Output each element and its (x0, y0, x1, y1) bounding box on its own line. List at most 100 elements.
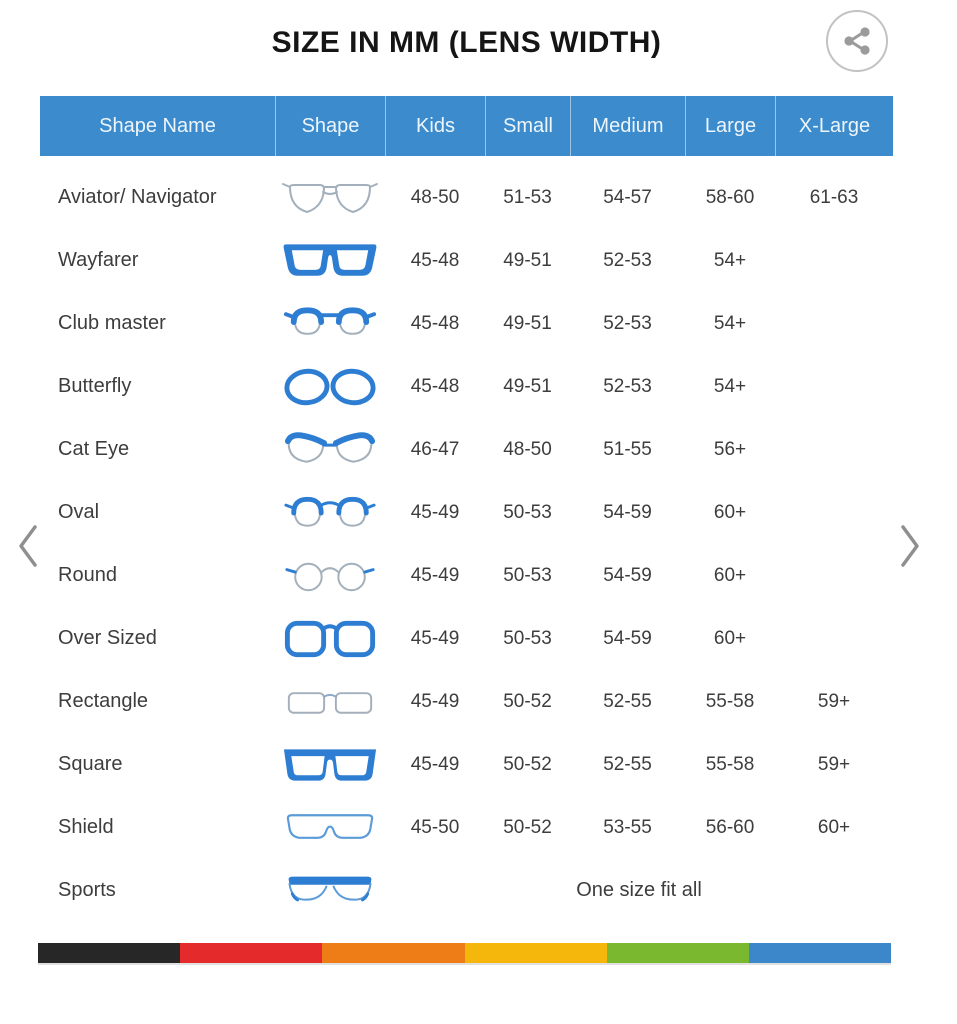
table-body: Aviator/ Navigator 48-50 51-53 54-57 58-… (40, 156, 893, 922)
oval-shape-icon (275, 489, 385, 537)
cell-kids: 45-49 (410, 501, 460, 523)
cell-xlarge: 60+ (817, 816, 851, 838)
table-row: Round 45-49 50-53 54-59 60+ (40, 544, 893, 607)
cateye-shape-icon (275, 426, 385, 474)
row-name: Club master (58, 312, 166, 334)
cell-small: 50-52 (503, 816, 552, 838)
wayfarer-shape-icon (275, 237, 385, 285)
table-row: Wayfarer 45-48 49-51 52-53 54+ (40, 229, 893, 292)
cell-medium: 52-55 (603, 690, 652, 712)
stripe-segment-red (180, 943, 323, 963)
cell-kids: 45-48 (410, 312, 460, 334)
stripe-segment-yellow (464, 943, 607, 963)
table-row: Rectangle 45-49 50-52 52-55 55-58 59+ (40, 670, 893, 733)
cell-small: 50-52 (503, 753, 552, 775)
row-name: Aviator/ Navigator (58, 186, 217, 208)
square-shape-icon (275, 741, 385, 789)
cell-large: 54+ (713, 249, 747, 271)
cell-large: 60+ (713, 627, 747, 649)
row-name: Wayfarer (58, 249, 139, 271)
butterfly-shape-icon (275, 362, 385, 412)
chevron-left-icon (15, 523, 41, 569)
column-header-large: Large (685, 96, 775, 156)
row-name: Over Sized (58, 627, 157, 649)
cell-kids: 46-47 (410, 438, 460, 460)
aviator-shape-icon (275, 174, 385, 222)
footer-color-stripe (38, 943, 892, 963)
cell-medium: 54-59 (603, 564, 652, 586)
row-name: Cat Eye (58, 438, 130, 460)
table-header: Shape Name Shape Kids Small Medium Large… (40, 96, 893, 156)
cell-medium: 54-59 (603, 501, 652, 523)
table-row: Oval 45-49 50-53 54-59 60+ (40, 481, 893, 544)
table-row: Square 45-49 50-52 52-55 55-58 59+ (40, 733, 893, 796)
cell-medium: 51-55 (603, 438, 652, 460)
cell-small: 50-52 (503, 690, 552, 712)
cell-small: 50-53 (503, 501, 552, 523)
cell-small: 50-53 (503, 564, 552, 586)
cell-kids: 48-50 (410, 186, 460, 208)
cell-small: 51-53 (503, 186, 552, 208)
cell-xlarge: 59+ (817, 690, 851, 712)
cell-kids: 45-48 (410, 249, 460, 271)
next-button[interactable] (892, 518, 928, 574)
cell-large: 56+ (713, 438, 747, 460)
column-header-kids: Kids (385, 96, 485, 156)
oversized-shape-icon (275, 614, 385, 664)
table-row: Over Sized 45-49 50-53 54-59 60+ (40, 607, 893, 670)
cell-kids: 45-49 (410, 564, 460, 586)
cell-large: 55-58 (705, 690, 755, 712)
table-row: Butterfly 45-48 49-51 52-53 54+ (40, 355, 893, 418)
cell-medium: 53-55 (603, 816, 652, 838)
cell-kids: 45-49 (410, 753, 460, 775)
row-name: Rectangle (58, 690, 149, 712)
chevron-right-icon (897, 523, 923, 569)
stripe-segment-green (606, 943, 749, 963)
table-row: Cat Eye 46-47 48-50 51-55 56+ (40, 418, 893, 481)
cell-large: 58-60 (705, 186, 755, 208)
cell-xlarge: 59+ (817, 753, 851, 775)
table-row: Club master 45-48 49-51 52-53 54+ (40, 292, 893, 355)
cell-large: 55-58 (705, 753, 755, 775)
cell-kids: 45-49 (410, 690, 460, 712)
cell-large: 56-60 (705, 816, 755, 838)
cell-small: 48-50 (503, 438, 552, 460)
cell-medium: 52-55 (603, 753, 652, 775)
row-name: Sports (58, 879, 116, 901)
page-title: SIZE IN MM (LENS WIDTH) (271, 26, 662, 59)
cell-large: 60+ (713, 501, 747, 523)
cell-medium: 54-59 (603, 627, 652, 649)
column-header-xlarge: X-Large (775, 96, 893, 156)
table-row: Shield 45-50 50-52 53-55 56-60 60+ (40, 796, 893, 859)
column-header-shape-name: Shape Name (99, 114, 216, 137)
table-row: Sports One size fit all (40, 859, 893, 922)
column-header-small: Small (485, 96, 570, 156)
row-name: Shield (58, 816, 114, 838)
cell-small: 49-51 (503, 375, 552, 397)
cell-large: 54+ (713, 312, 747, 334)
shield-shape-icon (275, 806, 385, 850)
stripe-segment-blue (748, 943, 892, 963)
cell-small: 50-53 (503, 627, 552, 649)
cell-large: 54+ (713, 375, 747, 397)
share-button[interactable] (826, 10, 888, 72)
column-header-shape: Shape (275, 96, 385, 156)
round-shape-icon (275, 552, 385, 600)
prev-button[interactable] (10, 518, 46, 574)
cell-medium: 54-57 (603, 186, 652, 208)
cell-medium: 52-53 (603, 375, 652, 397)
sports-shape-icon (275, 868, 385, 914)
row-name: Butterfly (58, 375, 132, 397)
rectangle-shape-icon (275, 678, 385, 726)
stripe-segment-orange (322, 943, 465, 963)
cell-kids: 45-49 (410, 627, 460, 649)
cell-kids: 45-48 (410, 375, 460, 397)
cell-one-size: One size fit all (576, 879, 702, 901)
cell-kids: 45-50 (410, 816, 460, 838)
cell-xlarge: 61-63 (809, 186, 859, 208)
cell-medium: 52-53 (603, 249, 652, 271)
clubmaster-shape-icon (275, 300, 385, 348)
row-name: Round (58, 564, 117, 586)
row-name: Square (58, 753, 123, 775)
